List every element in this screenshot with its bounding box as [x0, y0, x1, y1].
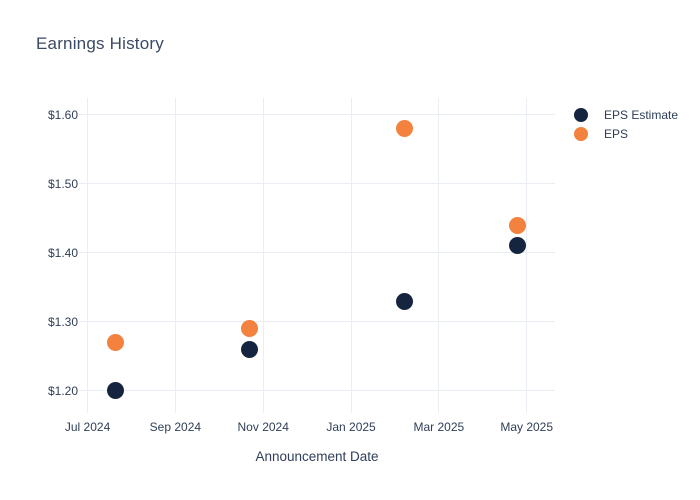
- x-tick-label: Sep 2024: [149, 420, 202, 434]
- data-point-eps[interactable]: [241, 320, 259, 338]
- x-axis-title: Announcement Date: [255, 449, 379, 464]
- legend-label: EPS: [604, 126, 629, 141]
- legend-item-eps[interactable]: EPS: [574, 124, 678, 143]
- plot-area[interactable]: [79, 98, 555, 413]
- legend: EPS Estimate EPS: [574, 105, 678, 143]
- data-point-eps-estimate[interactable]: [509, 237, 527, 255]
- gridline-vertical: [526, 98, 528, 413]
- legend-label: EPS Estimate: [604, 107, 679, 122]
- y-tick-label: $1.20: [47, 383, 78, 398]
- gridline-vertical: [262, 98, 264, 413]
- y-tick-label: $1.60: [47, 107, 78, 122]
- data-point-eps-estimate[interactable]: [241, 340, 259, 358]
- y-tick-label: $1.50: [47, 176, 78, 191]
- legend-marker-icon: [574, 126, 588, 141]
- x-tick-label: Nov 2024: [237, 420, 289, 434]
- gridline-vertical: [438, 98, 440, 413]
- gridline-vertical: [87, 98, 89, 413]
- data-point-eps[interactable]: [107, 334, 125, 352]
- gridline-horizontal: [79, 321, 555, 323]
- gridline-vertical: [350, 98, 352, 413]
- gridline-horizontal: [79, 390, 555, 392]
- data-point-eps[interactable]: [395, 119, 413, 137]
- x-tick-label: May 2025: [500, 420, 554, 434]
- y-tick-label: $1.40: [47, 245, 78, 260]
- x-tick-label: Mar 2025: [413, 420, 465, 434]
- x-tick-label: Jan 2025: [326, 420, 376, 434]
- legend-item-eps-estimate[interactable]: EPS Estimate: [574, 105, 678, 124]
- data-point-eps-estimate[interactable]: [395, 292, 413, 310]
- gridline-horizontal: [79, 114, 555, 116]
- data-point-eps-estimate[interactable]: [107, 382, 125, 400]
- data-point-eps[interactable]: [509, 216, 527, 234]
- x-tick-label: Jul 2024: [64, 420, 111, 434]
- gridline-vertical: [174, 98, 176, 413]
- gridline-horizontal: [79, 183, 555, 185]
- chart-title: Earnings History: [36, 34, 164, 53]
- y-tick-label: $1.30: [47, 314, 78, 329]
- legend-marker-icon: [574, 107, 588, 122]
- gridline-horizontal: [79, 252, 555, 254]
